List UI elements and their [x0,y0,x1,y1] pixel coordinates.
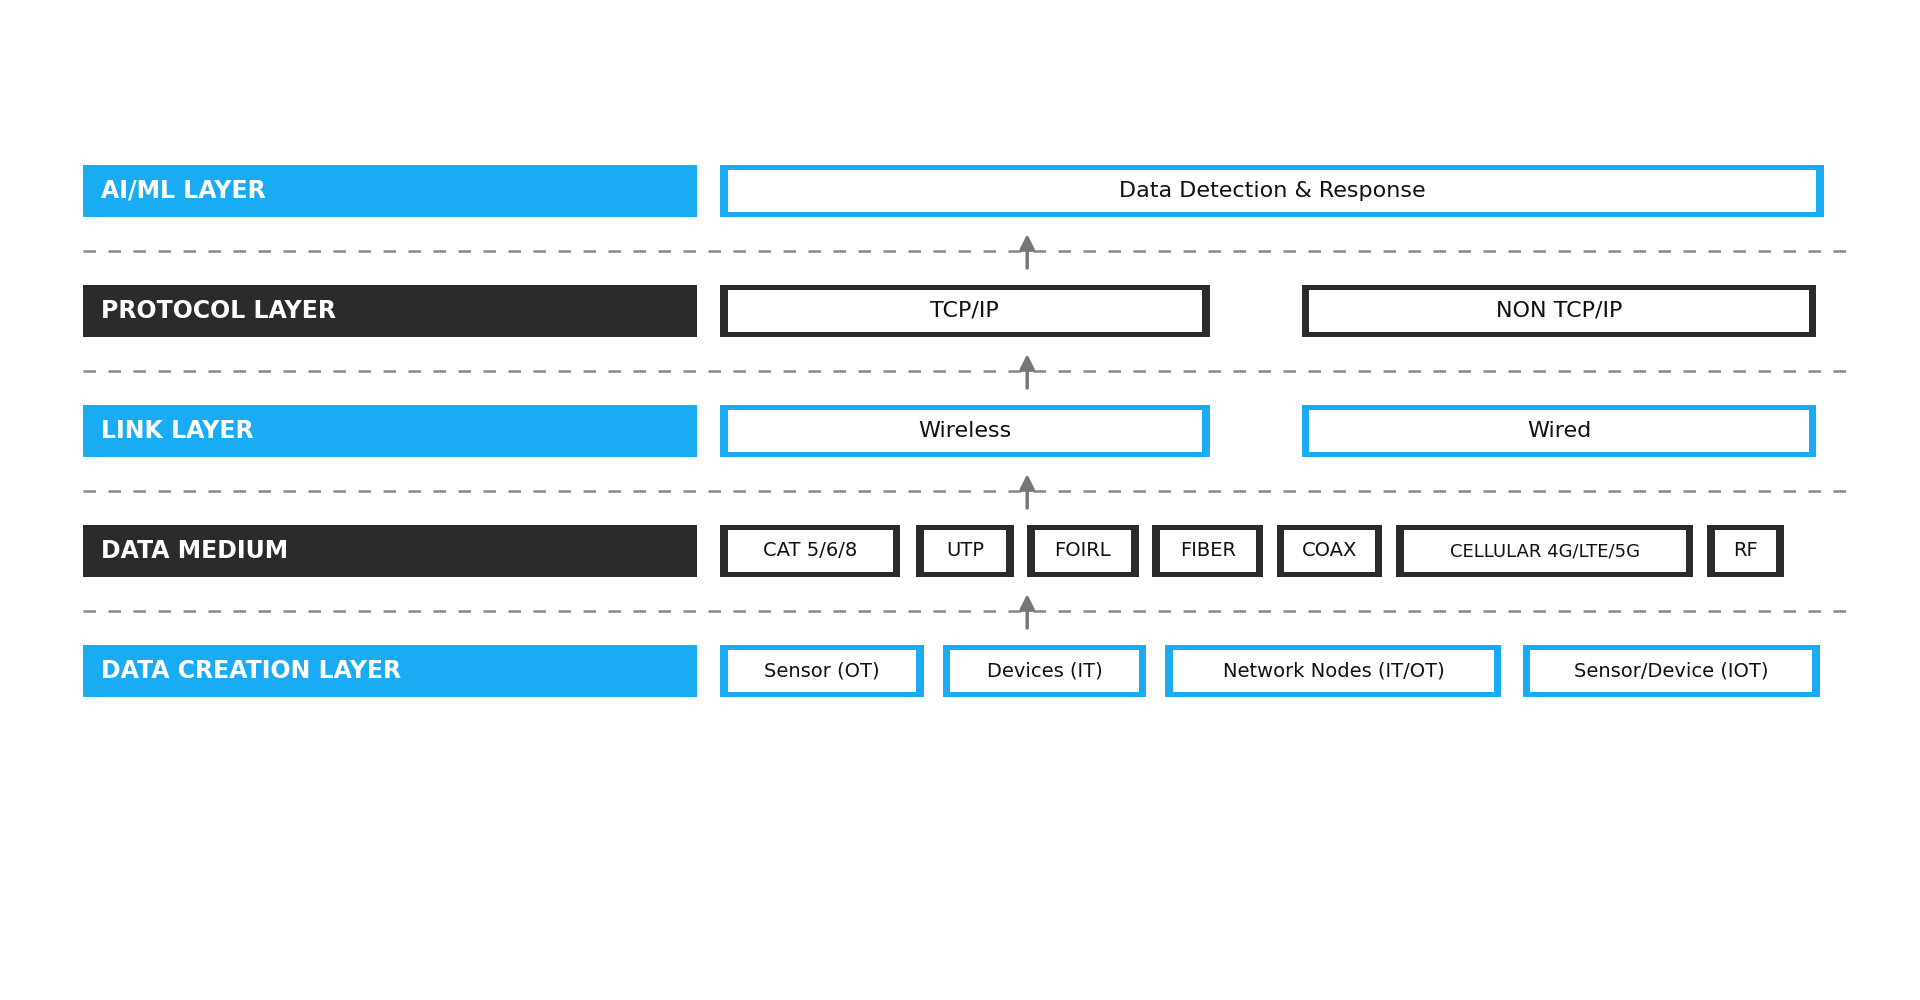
Text: Network Nodes (IT/OT): Network Nodes (IT/OT) [1223,662,1444,680]
Bar [1530,650,1812,692]
Bar [720,645,924,697]
Bar [1309,410,1809,452]
Bar [720,525,900,577]
Text: LINK LAYER: LINK LAYER [100,419,253,443]
Bar [1160,530,1256,572]
Bar [1302,405,1816,457]
Bar [728,530,893,572]
Text: Wired: Wired [1526,421,1592,441]
Text: FIBER: FIBER [1179,542,1236,560]
Text: RF: RF [1734,542,1757,560]
Bar [83,165,697,217]
Bar [1309,290,1809,332]
Text: COAX: COAX [1302,542,1357,560]
Bar [1707,525,1784,577]
Text: PROTOCOL LAYER: PROTOCOL LAYER [100,299,336,323]
Text: Sensor/Device (IOT): Sensor/Device (IOT) [1574,662,1768,680]
Text: Data Detection & Response: Data Detection & Response [1119,181,1425,201]
Bar [1173,650,1494,692]
Text: Sensor (OT): Sensor (OT) [764,662,879,680]
Bar [1035,530,1131,572]
Bar [943,645,1146,697]
Bar [83,645,697,697]
Bar [728,170,1816,212]
Bar [924,530,1006,572]
Bar [1523,645,1820,697]
Text: Devices (IT): Devices (IT) [987,662,1102,680]
Bar [1277,525,1382,577]
Bar [83,405,697,457]
Bar [1027,525,1139,577]
Text: TCP/IP: TCP/IP [931,301,998,321]
Bar [916,525,1014,577]
Text: CAT 5/6/8: CAT 5/6/8 [762,542,858,560]
Bar [950,650,1139,692]
Text: DATA CREATION LAYER: DATA CREATION LAYER [100,659,401,683]
Bar [83,285,697,337]
Text: Wireless: Wireless [918,421,1012,441]
Bar [720,405,1210,457]
Bar [728,410,1202,452]
Bar [83,525,697,577]
Text: DATA MEDIUM: DATA MEDIUM [100,539,288,563]
Bar [1396,525,1693,577]
Bar [720,165,1824,217]
Bar [728,290,1202,332]
Text: FOIRL: FOIRL [1054,542,1112,560]
Text: UTP: UTP [947,542,983,560]
Text: AI/ML LAYER: AI/ML LAYER [100,179,265,203]
Bar [720,285,1210,337]
Bar [1404,530,1686,572]
Bar [1165,645,1501,697]
Text: CELLULAR 4G/LTE/5G: CELLULAR 4G/LTE/5G [1450,542,1640,560]
Bar [728,650,916,692]
Bar [1284,530,1375,572]
Bar [1152,525,1263,577]
Bar [1715,530,1776,572]
Bar [1302,285,1816,337]
Text: NON TCP/IP: NON TCP/IP [1496,301,1622,321]
